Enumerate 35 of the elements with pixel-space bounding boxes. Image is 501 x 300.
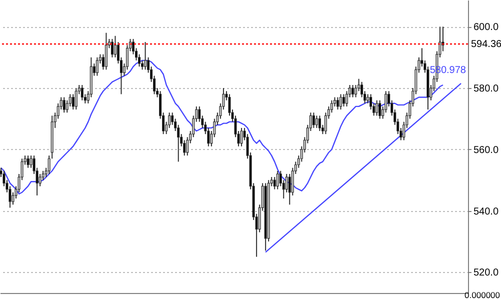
candlestick: [110, 38, 114, 58]
candlestick: [144, 42, 147, 70]
y-tick-label: 560.0: [474, 144, 499, 156]
candlestick: [62, 96, 66, 114]
candlestick: [318, 115, 321, 132]
y-tick-label: 520.0: [474, 268, 499, 279]
candlestick: [339, 94, 342, 110]
candlestick: [114, 35, 117, 58]
candlestick: [366, 94, 370, 104]
candlestick: [74, 88, 78, 110]
candlestick: [376, 100, 378, 116]
candlestick: [26, 155, 30, 168]
candlestick: [104, 32, 108, 70]
candlestick: [351, 84, 354, 98]
candlestick: [336, 96, 340, 110]
annotation: 0.000000: [464, 290, 500, 300]
candlestick: [48, 155, 50, 174]
candlestick: [30, 155, 32, 168]
ref-line-label: 594.36: [471, 38, 501, 50]
candlestick: [342, 94, 346, 107]
candlestick: [276, 170, 279, 190]
candlestick: [442, 26, 444, 52]
y-tick-label: 580.0: [474, 84, 499, 95]
candlestick: [273, 176, 276, 190]
candlestick: [378, 100, 382, 120]
candlestick: [288, 173, 291, 206]
y-tick-label: 540.0: [474, 206, 499, 218]
y-tick-label: 600.0: [474, 22, 499, 34]
candlestick: [240, 127, 243, 147]
candlestick: [38, 173, 42, 187]
candlestick: [72, 94, 74, 110]
candlestick: [312, 112, 315, 128]
candlestick: [80, 84, 84, 101]
candlestick: [315, 115, 318, 128]
candlestick: [96, 56, 98, 76]
